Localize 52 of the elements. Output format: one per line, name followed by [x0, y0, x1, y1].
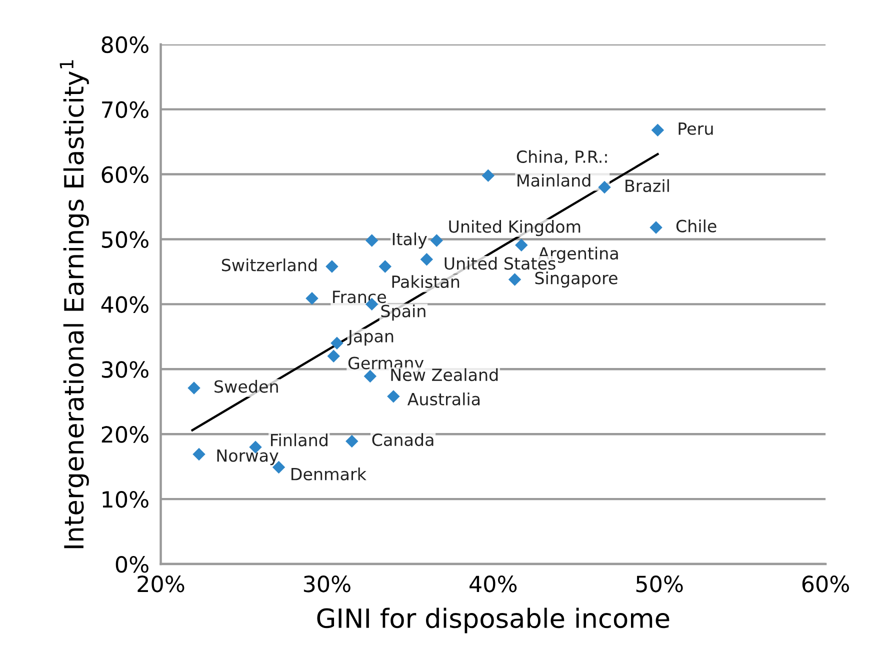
- annotation: United Kingdom: [449, 220, 580, 236]
- point: [326, 260, 338, 273]
- annotation: China, P.R.: Mainland: [516, 150, 607, 187]
- annotation: Switzerland: [222, 258, 317, 272]
- annotation: Japan: [347, 330, 394, 346]
- point: [387, 390, 400, 403]
- y-tick-label: 0%: [116, 556, 148, 573]
- annotation: Spain: [381, 304, 426, 321]
- x-axis-title: GINI for disposable income: [317, 608, 670, 634]
- y-tick-label: 80%: [102, 36, 148, 54]
- annotation: Brazil: [626, 179, 669, 192]
- x-tick-label: 50%: [636, 576, 683, 592]
- point: [650, 221, 662, 234]
- annotation: Australia: [407, 392, 480, 406]
- point: [420, 253, 434, 266]
- point: [330, 336, 344, 350]
- x-tick-label: 20%: [138, 576, 184, 592]
- y-tick-label: 20%: [102, 426, 148, 443]
- x-tick-label: 30%: [304, 576, 350, 592]
- point: [482, 169, 495, 182]
- annotation: Chile: [676, 219, 716, 232]
- y-tick-label: 70%: [102, 101, 148, 118]
- point: [598, 180, 611, 194]
- y-tick-label: 30%: [102, 361, 148, 378]
- y-axis-title: Intergenerational Earnings Elasticity$^{1}$: [60, 60, 89, 548]
- annotation: France: [333, 290, 386, 304]
- annotation: Finland: [271, 433, 328, 446]
- annotation: Singapore: [535, 271, 618, 288]
- annotation: Denmark: [292, 468, 366, 480]
- point: [508, 273, 522, 286]
- point: [430, 234, 444, 247]
- point: [346, 434, 358, 448]
- annotation: Peru: [678, 122, 713, 135]
- point: [327, 350, 340, 363]
- point: [192, 448, 206, 461]
- annotation: Norway: [217, 449, 278, 466]
- x-tick-label: 40%: [470, 576, 517, 592]
- point: [651, 124, 664, 136]
- annotation: Pakistan: [392, 275, 460, 288]
- annotation: Canada: [372, 433, 434, 446]
- point: [515, 238, 528, 252]
- annotation: Sweden: [214, 380, 278, 393]
- annotation: Italy: [392, 232, 427, 249]
- y-tick-label: 10%: [102, 491, 148, 508]
- point: [365, 234, 378, 247]
- y-tick-label: 40%: [101, 296, 148, 313]
- point: [188, 382, 200, 394]
- point: [378, 260, 392, 273]
- x-tick-label: 60%: [802, 576, 850, 592]
- y-tick-label: 50%: [102, 231, 148, 248]
- point: [306, 292, 318, 305]
- y-tick-label: 60%: [102, 166, 148, 184]
